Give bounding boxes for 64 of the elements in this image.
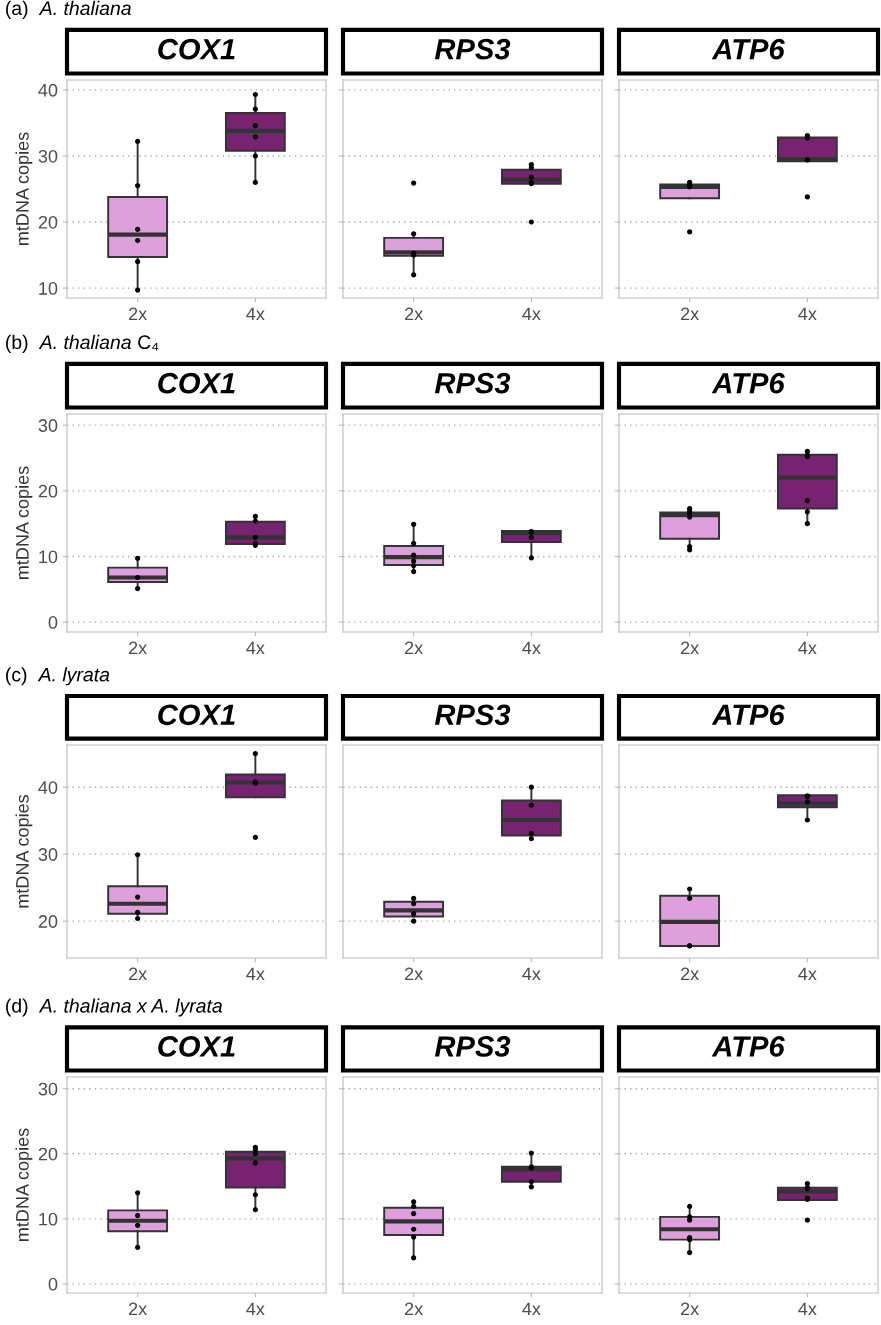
- x-tick-label: 4x: [246, 1302, 265, 1316]
- x-tick-label: 4x: [522, 307, 541, 321]
- y-tick-label: 30: [38, 149, 58, 163]
- text: (a): [6, 0, 28, 19]
- y-tick-label: 40: [38, 781, 58, 794]
- x-tick-label: 4x: [798, 307, 817, 321]
- text: A. thaliana x A. lyrata: [38, 998, 223, 1017]
- x-tick-label: 2x: [681, 1302, 699, 1316]
- y-tick-label: 30: [38, 1082, 58, 1096]
- y-axis-title: mtDNA copies: [15, 1128, 33, 1241]
- text: A. lyrata: [37, 667, 110, 686]
- x-tick-label: 2x: [129, 1302, 147, 1316]
- chart-title: COX1: [158, 372, 235, 394]
- x-tick-label: 2x: [405, 307, 423, 321]
- chart-title: ATP6: [711, 38, 785, 60]
- chart-title: RPS3: [434, 38, 511, 60]
- y-tick-label: 30: [38, 419, 58, 432]
- y-tick-label: 10: [39, 1212, 58, 1226]
- text: A. thaliana: [38, 334, 131, 350]
- y-tick-label: 0: [48, 1277, 58, 1291]
- y-tick-label: 20: [38, 915, 58, 928]
- y-tick-label: 20: [38, 1147, 58, 1161]
- chart-title: ATP6: [711, 372, 785, 394]
- y-tick-label: 10: [39, 550, 58, 564]
- chart-title: RPS3: [434, 372, 511, 394]
- x-tick-label: 4x: [522, 967, 541, 981]
- text: (b): [6, 334, 28, 353]
- x-tick-label: 2x: [129, 307, 147, 321]
- chart-title: RPS3: [434, 1036, 511, 1057]
- y-axis-title: mtDNA copies: [15, 132, 33, 245]
- x-tick-label: 2x: [129, 967, 147, 981]
- y-tick-label: 20: [38, 215, 58, 229]
- x-tick-label: 2x: [681, 967, 699, 981]
- y-axis-title: mtDNA copies: [15, 794, 33, 908]
- y-tick-label: 0: [48, 616, 58, 629]
- x-tick-label: 2x: [405, 967, 423, 981]
- chart-title: COX1: [158, 1036, 235, 1057]
- x-tick-label: 4x: [246, 641, 265, 655]
- y-tick-label: 40: [38, 83, 58, 97]
- text: (c): [6, 667, 27, 686]
- chart-title: COX1: [158, 704, 235, 726]
- y-tick-label: 10: [39, 282, 58, 295]
- chart-title: ATP6: [711, 704, 785, 726]
- x-tick-label: 4x: [522, 641, 541, 655]
- chart-title: COX1: [158, 38, 235, 60]
- x-tick-label: 2x: [405, 1302, 423, 1316]
- y-tick-label: 20: [38, 484, 58, 498]
- chart-title: RPS3: [434, 704, 511, 726]
- x-tick-label: 2x: [681, 641, 699, 655]
- text: C₄: [138, 335, 159, 351]
- x-tick-label: 4x: [522, 1302, 541, 1316]
- x-tick-label: 2x: [129, 641, 147, 655]
- chart-title: ATP6: [711, 1036, 785, 1057]
- y-axis-title: mtDNA copies: [15, 466, 33, 579]
- x-tick-label: 4x: [798, 641, 817, 655]
- x-tick-label: 4x: [798, 1302, 817, 1316]
- y-tick-label: 30: [38, 848, 58, 861]
- x-tick-label: 4x: [246, 307, 265, 321]
- x-tick-label: 4x: [798, 967, 817, 981]
- x-tick-label: 2x: [681, 307, 699, 321]
- text: (d): [6, 998, 28, 1017]
- x-tick-label: 4x: [246, 967, 265, 981]
- x-tick-label: 2x: [405, 641, 423, 655]
- text: A. thaliana: [38, 0, 131, 16]
